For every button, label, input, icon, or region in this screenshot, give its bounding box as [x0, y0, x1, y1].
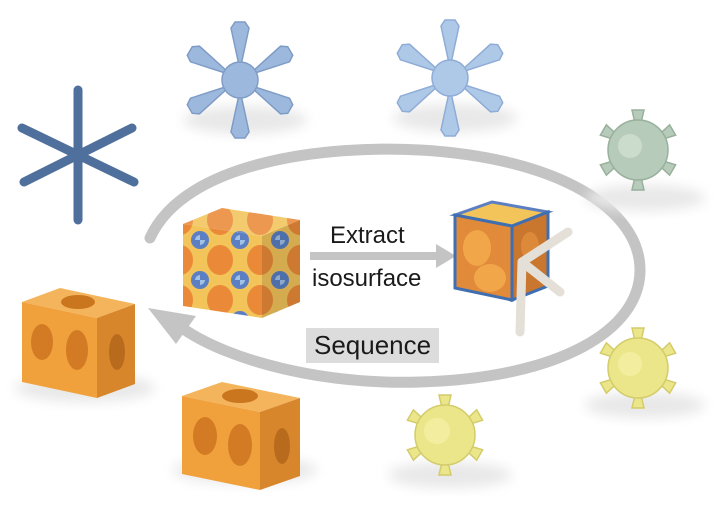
- isosurface-label: isosurface: [312, 265, 422, 292]
- cube-shape-orange-2-icon: [173, 382, 317, 490]
- jack-shape-blue-1-icon: [183, 21, 307, 139]
- cube-shape-orange-1-icon: [15, 288, 155, 402]
- jack-shape-green-icon: [585, 109, 705, 211]
- sequence-label: Sequence: [306, 328, 440, 363]
- density-field-cube-icon: [183, 208, 300, 318]
- isosurface-cube-icon: [449, 200, 573, 337]
- extract-arrow: [310, 244, 456, 268]
- extract-label: Extract: [330, 222, 405, 249]
- cubic-lattice-graph-icon: [17, 85, 139, 225]
- jack-shape-yellow-1-icon: [585, 327, 705, 418]
- jack-shape-yellow-2-icon: [388, 394, 512, 488]
- cycle-arrow: [144, 143, 646, 388]
- jack-shape-blue-2-icon: [393, 19, 517, 137]
